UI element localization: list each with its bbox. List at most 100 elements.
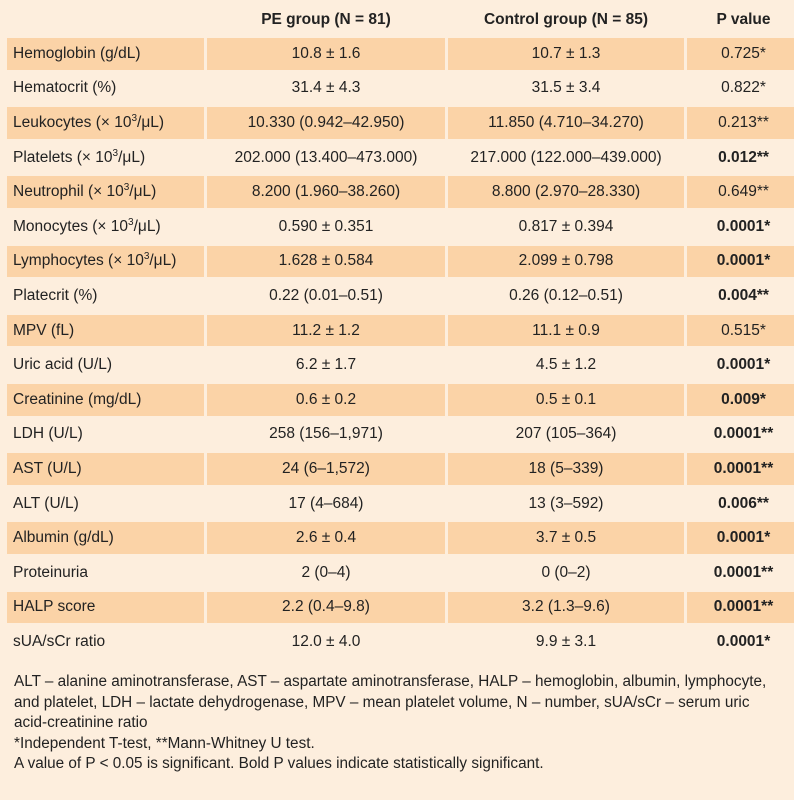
p-value: 0.0001* bbox=[687, 349, 794, 381]
control-group-value: 217.000 (122.000–439.000) bbox=[470, 148, 662, 166]
table-row: Proteinuria 2 (0–4) 0 (0–2) 0.0001** bbox=[7, 557, 794, 589]
control-group-value: 0.26 (0.12–0.51) bbox=[509, 286, 623, 304]
p-value-test-marker: * bbox=[759, 44, 766, 62]
p-value-test-marker: * bbox=[764, 252, 771, 270]
table-row: Monocytes (× 103/μL) 0.590 ± 0.351 0.817 ±… bbox=[7, 211, 794, 243]
p-value-number: 0.0001 bbox=[713, 425, 762, 443]
p-value-number: 0.004 bbox=[718, 286, 757, 304]
pe-group-value: 0.6 ± 0.2 bbox=[207, 383, 445, 416]
control-group-value: 8.800 (2.970–28.330) bbox=[448, 176, 684, 208]
p-value-test-marker: * bbox=[759, 390, 766, 408]
p-value-test-marker: * bbox=[759, 79, 766, 97]
table-row: Hemoglobin (g/dL) 10.8 ± 1.6 10.7 ± 1.3 0.7… bbox=[7, 38, 794, 70]
p-value-number: 0.649 bbox=[718, 183, 757, 201]
p-value-test-marker: * bbox=[764, 217, 771, 235]
p-value-test-marker: * bbox=[759, 321, 766, 339]
p-value: 0.0001* bbox=[687, 626, 794, 658]
p-value-test-marker: ** bbox=[756, 148, 769, 166]
pe-group-value: 2.2 (0.4–9.8) bbox=[207, 591, 445, 624]
control-group-value: 9.9 ± 3.1 bbox=[535, 632, 597, 650]
row-label: AST (U/L) bbox=[7, 453, 204, 485]
control-group-value: 0.5 ± 0.1 bbox=[448, 383, 684, 416]
p-value: 0.0001** bbox=[687, 591, 794, 624]
header-parameter bbox=[7, 5, 204, 35]
pe-group-value: 1.628 ± 0.584 bbox=[207, 245, 445, 278]
row-label: Platelets (× 103/μL) bbox=[13, 147, 146, 166]
pe-group-value: 202.000 (13.400–473.000) bbox=[234, 148, 418, 166]
table-row: LDH (U/L) 258 (156–1,971) 207 (105–364) 0.0… bbox=[7, 419, 794, 451]
p-value-number: 0.012 bbox=[718, 148, 757, 166]
p-value-number: 0.822 bbox=[721, 79, 760, 97]
header-control-group: Control group (N = 85) bbox=[483, 11, 649, 28]
table-row: Neutrophil (× 103/μL) 8.200 (1.960–38.260… bbox=[7, 176, 794, 208]
table-row: Lymphocytes (× 103/μL) 1.628 ± 0.584 2.099… bbox=[7, 245, 794, 278]
row-label: Uric acid (U/L) bbox=[13, 356, 113, 374]
pe-group-value: 10.330 (0.942–42.950) bbox=[207, 107, 445, 139]
table-row: sUA/sCr ratio 12.0 ± 4.0 9.9 ± 3.1 0.0001* bbox=[7, 626, 794, 658]
pe-group-value: 12.0 ± 4.0 bbox=[291, 632, 361, 650]
row-label: Platecrit (%) bbox=[13, 286, 98, 304]
pe-group-value: 2 (0–4) bbox=[301, 563, 351, 581]
p-value-number: 0.213 bbox=[718, 113, 757, 131]
p-value-number: 0.0001 bbox=[716, 529, 765, 547]
pe-group-value: 0.22 (0.01–0.51) bbox=[269, 286, 383, 304]
p-value: 0.004** bbox=[687, 280, 794, 312]
p-value: 0.649** bbox=[687, 176, 794, 208]
p-value-test-marker: ** bbox=[756, 183, 769, 201]
pe-group-value: 258 (156–1,971) bbox=[269, 425, 383, 443]
header-p-value: P value bbox=[716, 11, 771, 28]
row-label: ALT (U/L) bbox=[13, 494, 79, 512]
pe-group-value: 31.4 ± 4.3 bbox=[291, 79, 361, 97]
table-row: Platelets (× 103/μL) 202.000 (13.400–473.… bbox=[7, 142, 794, 174]
row-label: Creatinine (mg/dL) bbox=[7, 383, 204, 416]
footnote-significance: A value of P < 0.05 is significant. Bold… bbox=[14, 755, 544, 772]
p-value-number: 0.725 bbox=[721, 44, 760, 62]
footnote-abbreviations: ALT – alanine aminotransferase, AST – as… bbox=[14, 673, 767, 731]
table-row: AST (U/L) 24 (6–1,572) 18 (5–339) 0.0001** bbox=[7, 453, 794, 485]
p-value-number: 0.0001 bbox=[716, 632, 765, 650]
p-value: 0.0001* bbox=[687, 245, 794, 278]
row-label: Monocytes (× 103/μL) bbox=[13, 216, 161, 235]
row-label: Proteinuria bbox=[13, 563, 88, 581]
p-value-test-marker: ** bbox=[761, 598, 774, 616]
p-value-test-marker: ** bbox=[761, 563, 774, 581]
footnote-tests: *Independent T-test, **Mann-Whitney U te… bbox=[14, 734, 315, 752]
pe-group-value: 17 (4–684) bbox=[288, 494, 364, 512]
pe-group-value: 2.6 ± 0.4 bbox=[207, 522, 445, 554]
p-value-test-marker: ** bbox=[761, 459, 774, 477]
row-label: MPV (fL) bbox=[7, 314, 204, 347]
header-pe-group: PE group (N = 81) bbox=[261, 11, 391, 28]
p-value-number: 0.0001 bbox=[716, 356, 765, 374]
table-row: Creatinine (mg/dL) 0.6 ± 0.2 0.5 ± 0.1 0.00… bbox=[7, 383, 794, 416]
control-group-value: 0.817 ± 0.394 bbox=[518, 217, 614, 235]
pe-group-value: 8.200 (1.960–38.260) bbox=[207, 176, 445, 208]
row-label: Albumin (g/dL) bbox=[7, 522, 204, 554]
p-value-number: 0.0001 bbox=[716, 217, 765, 235]
p-value: 0.0001** bbox=[687, 453, 794, 485]
p-value-number: 0.515 bbox=[721, 321, 760, 339]
pe-group-value: 10.8 ± 1.6 bbox=[207, 38, 445, 70]
table-row: ALT (U/L) 17 (4–684) 13 (3–592) 0.006** bbox=[7, 488, 794, 520]
p-value-number: 0.0001 bbox=[713, 598, 762, 616]
row-label: Neutrophil (× 103/μL) bbox=[7, 176, 204, 208]
results-table: PE group (N = 81) Control group (N = 85)… bbox=[4, 2, 794, 661]
p-value: 0.0001** bbox=[687, 557, 794, 589]
table-row: Platecrit (%) 0.22 (0.01–0.51) 0.26 (0.12–… bbox=[7, 280, 794, 312]
control-group-value: 207 (105–364) bbox=[515, 425, 617, 443]
p-value-test-marker: ** bbox=[756, 494, 769, 512]
row-label: LDH (U/L) bbox=[13, 425, 83, 443]
p-value: 0.213** bbox=[687, 107, 794, 139]
p-value: 0.009* bbox=[687, 383, 794, 416]
table-row: HALP score 2.2 (0.4–9.8) 3.2 (1.3–9.6) 0.00… bbox=[7, 591, 794, 624]
p-value-test-marker: ** bbox=[761, 425, 774, 443]
row-label: HALP score bbox=[7, 591, 204, 624]
p-value: 0.0001** bbox=[687, 419, 794, 451]
p-value: 0.725* bbox=[687, 38, 794, 70]
control-group-value: 13 (3–592) bbox=[528, 494, 604, 512]
pe-group-value: 24 (6–1,572) bbox=[207, 453, 445, 485]
control-group-value: 11.1 ± 0.9 bbox=[448, 314, 684, 347]
table-row: Albumin (g/dL) 2.6 ± 0.4 3.7 ± 0.5 0.0001* bbox=[7, 522, 794, 554]
control-group-value: 4.5 ± 1.2 bbox=[535, 356, 597, 374]
p-value-number: 0.0001 bbox=[716, 252, 765, 270]
table-row: Leukocytes (× 103/μL) 10.330 (0.942–42.95… bbox=[7, 107, 794, 139]
